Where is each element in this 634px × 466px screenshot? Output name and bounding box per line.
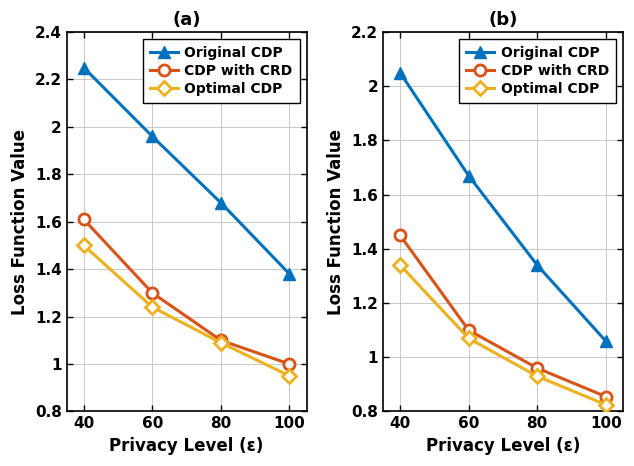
Original CDP bbox=[602, 338, 609, 344]
Legend: Original CDP, CDP with CRD, Optimal CDP: Original CDP, CDP with CRD, Optimal CDP bbox=[143, 39, 300, 103]
X-axis label: Privacy Level (ε): Privacy Level (ε) bbox=[426, 437, 580, 455]
Optimal CDP bbox=[148, 304, 156, 310]
CDP with CRD bbox=[217, 337, 224, 343]
Line: CDP with CRD: CDP with CRD bbox=[78, 214, 295, 370]
Original CDP bbox=[148, 134, 156, 139]
CDP with CRD bbox=[286, 361, 294, 367]
Original CDP bbox=[396, 70, 404, 75]
Optimal CDP bbox=[80, 243, 87, 248]
Line: Optimal CDP: Optimal CDP bbox=[395, 260, 611, 410]
Y-axis label: Loss Function Value: Loss Function Value bbox=[327, 129, 346, 315]
Optimal CDP bbox=[602, 402, 609, 407]
CDP with CRD bbox=[148, 290, 156, 296]
Title: (a): (a) bbox=[172, 11, 201, 29]
Optimal CDP bbox=[533, 373, 541, 379]
Line: Original CDP: Original CDP bbox=[77, 62, 295, 280]
Optimal CDP bbox=[396, 262, 404, 268]
Original CDP bbox=[286, 271, 294, 277]
Original CDP bbox=[465, 173, 472, 178]
X-axis label: Privacy Level (ε): Privacy Level (ε) bbox=[110, 437, 264, 455]
Original CDP bbox=[533, 262, 541, 268]
Y-axis label: Loss Function Value: Loss Function Value bbox=[11, 129, 29, 315]
CDP with CRD bbox=[602, 394, 609, 399]
CDP with CRD bbox=[80, 217, 87, 222]
Optimal CDP bbox=[217, 340, 224, 345]
CDP with CRD bbox=[465, 328, 472, 333]
CDP with CRD bbox=[533, 365, 541, 371]
Line: CDP with CRD: CDP with CRD bbox=[394, 230, 611, 402]
CDP with CRD bbox=[396, 233, 404, 238]
Original CDP bbox=[217, 200, 224, 206]
Original CDP bbox=[80, 65, 87, 70]
Line: Optimal CDP: Optimal CDP bbox=[79, 240, 294, 381]
Legend: Original CDP, CDP with CRD, Optimal CDP: Original CDP, CDP with CRD, Optimal CDP bbox=[459, 39, 616, 103]
Title: (b): (b) bbox=[488, 11, 517, 29]
Line: Original CDP: Original CDP bbox=[394, 67, 612, 347]
Optimal CDP bbox=[286, 373, 294, 379]
Optimal CDP bbox=[465, 336, 472, 341]
